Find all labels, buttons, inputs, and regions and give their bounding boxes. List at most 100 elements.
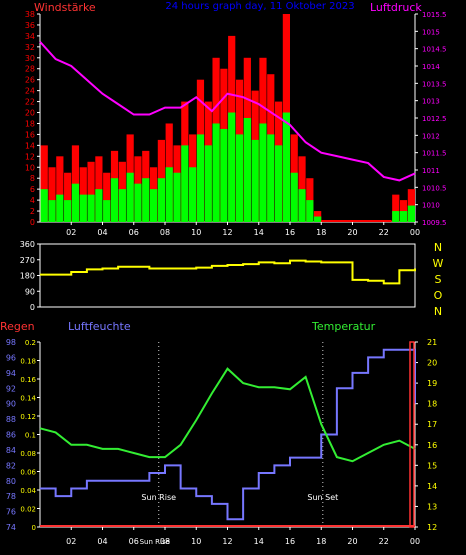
pressure-y-tick-label-0: 1009.5 xyxy=(422,219,447,227)
sunset-label: Sun Set xyxy=(307,493,338,502)
temperature-line xyxy=(39,367,416,463)
pressure-y-tick-label-10: 1014.5 xyxy=(422,46,447,54)
wind-gust-bar-2 xyxy=(56,156,64,222)
wind-gust-bar-6 xyxy=(87,161,95,222)
wind-mean-bar-25 xyxy=(235,134,244,222)
compass-label-0: N xyxy=(434,241,442,254)
p3-x-tick-label-1: 04 xyxy=(97,537,107,546)
wind-gust-bar-1 xyxy=(48,167,56,222)
wind-mean-bar-10 xyxy=(118,189,126,222)
pressure-y-tick-label-9: 1014 xyxy=(422,63,440,71)
rain-y-tick-label-3: 0.06 xyxy=(20,469,36,477)
rain-y-tick-label-0: 0 xyxy=(32,524,36,532)
humidity-y-tick-label-1: 76 xyxy=(6,508,16,517)
wind-mean-bar-29 xyxy=(267,134,275,222)
humidity-y-tick-label-4: 82 xyxy=(6,461,16,470)
chart-title: 24 hours graph day, 11 Oktober 2023 xyxy=(165,1,354,12)
temp-y-tick-label-7: 19 xyxy=(427,379,437,388)
wind-gust-bar-34 xyxy=(306,178,314,222)
temp-y-tick-label-0: 12 xyxy=(427,523,437,532)
wind-mean-bar-3 xyxy=(64,200,72,222)
compass-label-2: S xyxy=(435,273,442,286)
direction-frame xyxy=(39,243,416,308)
wind-y-tick-label-19: 38 xyxy=(25,10,35,19)
rain-y-tick-label-10: 0.2 xyxy=(25,339,36,347)
pressure-y-tick-label-3: 1011 xyxy=(422,167,440,175)
p1-x-tick-label-6: 14 xyxy=(254,228,264,237)
compass-label-1: W xyxy=(433,257,444,270)
wind-y-tick-label-3: 6 xyxy=(30,185,35,194)
pressure-y-tick-label-11: 1015 xyxy=(422,28,440,36)
wind-mean-bar-31 xyxy=(282,112,290,222)
wind-y-tick-label-15: 30 xyxy=(25,54,35,63)
wind-mean-bar-20 xyxy=(196,134,205,222)
direction-y-tick-label-1: 90 xyxy=(25,287,35,296)
wind-pressure-panel: 024681012141618202224262830323436381009.… xyxy=(25,10,447,237)
wind-mean-bar-5 xyxy=(79,194,87,222)
wind-y-tick-label-16: 32 xyxy=(25,43,35,52)
wind-mean-bar-7 xyxy=(95,189,103,222)
p3-x-tick-label-5: 12 xyxy=(222,537,232,546)
p1-x-tick-label-4: 10 xyxy=(191,228,201,237)
pressure-line xyxy=(39,41,416,182)
p3-x-tick-label-8: 18 xyxy=(316,537,326,546)
p3-x-tick-label-11: 00 xyxy=(410,537,420,546)
wind-mean-bar-17 xyxy=(173,172,181,222)
direction-y-tick-label-4: 360 xyxy=(20,240,35,249)
wind-mean-bar-23 xyxy=(220,128,228,222)
wind-y-tick-label-11: 22 xyxy=(25,98,35,107)
p3-x-tick-label-2: 06 xyxy=(129,537,139,546)
temperatur-label: Temperatur xyxy=(311,320,376,333)
rain-y-tick-label-8: 0.16 xyxy=(20,376,36,384)
wind-y-tick-label-9: 18 xyxy=(25,119,35,128)
wind-y-tick-label-13: 26 xyxy=(25,76,35,85)
wind-y-tick-label-17: 34 xyxy=(25,32,35,41)
wind-y-tick-label-18: 36 xyxy=(25,21,35,30)
humidity-y-tick-label-3: 80 xyxy=(6,477,16,486)
rain-y-tick-label-6: 0.12 xyxy=(20,413,36,421)
wind-mean-bar-13 xyxy=(142,178,150,222)
p1-x-tick-label-0: 02 xyxy=(66,228,76,237)
p3-x-tick-label-10: 22 xyxy=(379,537,389,546)
wind-mean-bar-22 xyxy=(212,123,220,222)
wind-y-tick-label-2: 4 xyxy=(30,196,35,205)
regen-label: Regen xyxy=(0,320,35,333)
humidity-y-tick-label-9: 92 xyxy=(6,384,16,393)
windstaerke-label: Windstärke xyxy=(34,1,96,14)
p1-x-tick-label-3: 08 xyxy=(160,228,170,237)
wind-mean-bar-26 xyxy=(243,118,251,222)
pressure-y-tick-label-6: 1012.5 xyxy=(422,115,447,123)
rain-humidity-temperature-panel: Regen Luftfeuchte Temperatur 74 76 78 80 82 8… xyxy=(0,320,437,546)
wind-mean-bar-47 xyxy=(407,205,415,222)
luftdruck-label: Luftdruck xyxy=(370,1,422,14)
rain-day-bar xyxy=(409,341,415,528)
direction-y-tick-label-0: 0 xyxy=(30,303,35,312)
wind-mean-bar-28 xyxy=(259,123,267,222)
temp-y-tick-label-8: 20 xyxy=(427,359,437,368)
compass-label-3: O xyxy=(434,289,443,302)
wind-y-tick-label-12: 24 xyxy=(25,87,35,96)
wind-y-tick-label-6: 12 xyxy=(25,152,35,161)
wind-gust-bar-3 xyxy=(64,172,72,222)
wind-y-tick-label-8: 16 xyxy=(25,130,35,139)
pressure-y-tick-label-8: 1013.5 xyxy=(422,80,447,88)
pressure-y-tick-label-1: 1010 xyxy=(422,202,440,210)
wind-mean-bar-11 xyxy=(126,172,134,222)
p3-x-tick-label-0: 02 xyxy=(66,537,76,546)
humidity-y-tick-label-12: 98 xyxy=(6,338,16,347)
wind-gust-bar-45 xyxy=(392,194,400,222)
pressure-y-tick-label-12: 1015.5 xyxy=(422,11,447,19)
humidity-y-tick-label-2: 78 xyxy=(6,492,16,501)
pressure-y-tick-label-2: 1010.5 xyxy=(422,184,447,192)
wind-y-tick-label-14: 28 xyxy=(25,65,35,74)
wind-y-tick-label-1: 2 xyxy=(30,207,35,216)
temp-y-tick-label-2: 14 xyxy=(427,482,437,491)
p3-x-tick-label-4: 10 xyxy=(191,537,201,546)
rain-y-tick-label-9: 0.18 xyxy=(20,358,36,366)
wind-mean-bar-27 xyxy=(251,139,259,222)
p3-x-tick-label-9: 20 xyxy=(347,537,357,546)
wind-mean-bar-0 xyxy=(40,189,48,222)
wind-y-tick-label-7: 14 xyxy=(25,141,35,150)
humidity-y-tick-label-8: 90 xyxy=(6,400,16,409)
